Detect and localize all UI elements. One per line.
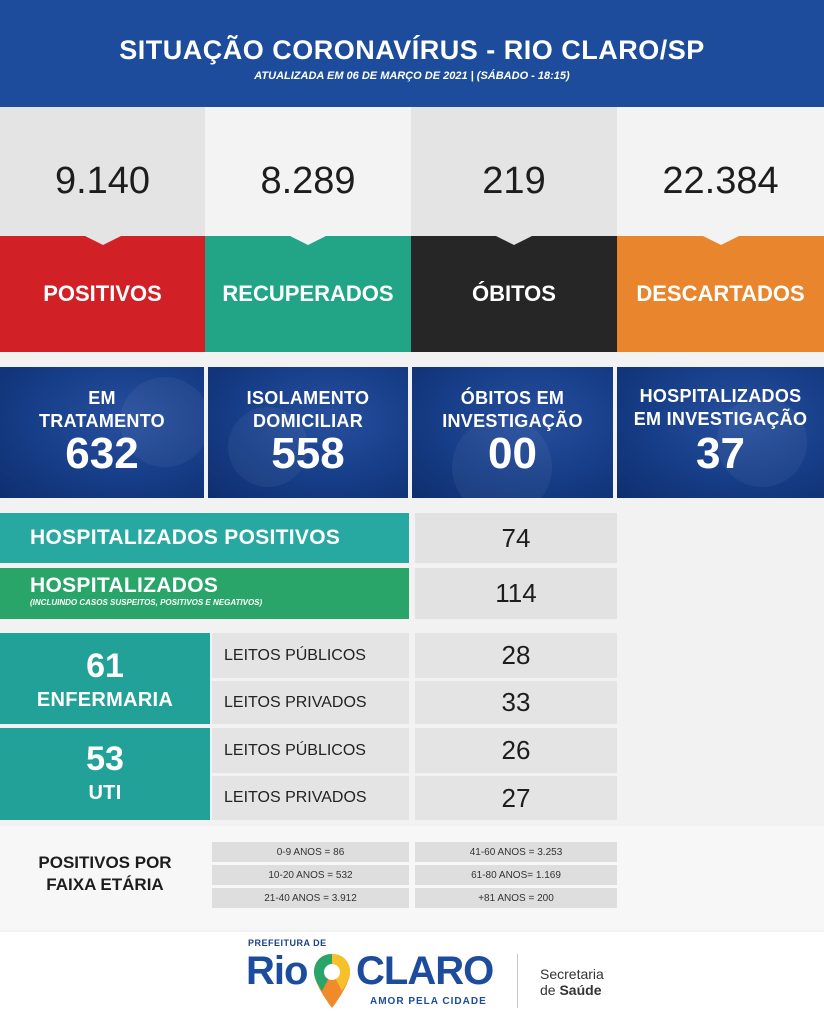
panel-label: HOSPITALIZADOS EM INVESTIGAÇÃO: [617, 385, 824, 431]
header: SITUAÇÃO CORONAVÍRUS - RIO CLARO/SP ATUA…: [0, 0, 824, 107]
hospitalizados-bar: HOSPITALIZADOS (INCLUINDO CASOS SUSPEITO…: [0, 568, 409, 619]
panel-value: 00: [488, 429, 537, 478]
virus-decoration: [717, 397, 807, 487]
secretaria-line1: Secretaria: [540, 966, 604, 982]
panel-value: 37: [696, 429, 745, 478]
panel-label-line1: ISOLAMENTO: [246, 388, 370, 408]
enfermaria-block: 61 ENFERMARIA: [0, 633, 210, 724]
age-cell: 21-40 ANOS = 3.912: [212, 888, 409, 908]
uti-leitos-privados-value: 27: [415, 776, 617, 820]
age-section: [0, 826, 824, 930]
age-title-line2: FAIXA ETÁRIA: [46, 875, 164, 894]
uti-total: 53: [86, 740, 124, 778]
logo-claro: CLARO: [356, 949, 494, 993]
stat-descartados-label-box: DESCARTADOS: [617, 235, 824, 352]
notch-shape: [494, 235, 534, 245]
stat-positivos-value: 9.140: [54, 160, 151, 202]
enfermaria-total: 61: [86, 647, 124, 685]
uti-leitos-publicos-label: LEITOS PÚBLICOS: [212, 728, 409, 773]
age-cell: 41-60 ANOS = 3.253: [415, 842, 617, 862]
stat-positivos-value-box: 9.140: [0, 107, 205, 236]
virus-decoration: [452, 417, 552, 498]
stat-obitos-value-box: 219: [411, 107, 617, 236]
age-cell: 0-9 ANOS = 86: [212, 842, 409, 862]
update-timestamp: ATUALIZADA EM 06 DE MARÇO DE 2021 | (SÁB…: [254, 70, 570, 82]
logo-rio: Rio: [246, 949, 308, 993]
stat-descartados-value: 22.384: [662, 160, 779, 202]
footer-divider: [517, 954, 518, 1008]
logo-pin-icon: [312, 952, 352, 1010]
notch-shape: [700, 235, 741, 245]
panel-isolamento-domiciliar: ISOLAMENTO DOMICILIAR 558: [208, 367, 408, 498]
secretaria-saude: Saúde: [559, 982, 602, 998]
panel-label-line2: TRATAMENTO: [39, 411, 165, 431]
age-title: POSITIVOS POR FAIXA ETÁRIA: [0, 852, 210, 896]
hospitalizados-value-box: 114: [415, 568, 617, 619]
logo-tagline: AMOR PELA CIDADE: [370, 996, 487, 1007]
stat-obitos-label: ÓBITOS: [472, 281, 556, 306]
virus-decoration: [120, 377, 204, 467]
enfermaria-leitos-privados-value: 33: [415, 681, 617, 724]
panel-hospitalizados-investigacao: HOSPITALIZADOS EM INVESTIGAÇÃO 37: [617, 367, 824, 498]
panel-label: EM TRATAMENTO: [0, 387, 204, 433]
stat-recuperados-value-box: 8.289: [205, 107, 411, 236]
panel-label-line1: HOSPITALIZADOS: [639, 386, 802, 406]
secretaria-line2: de Saúde: [540, 982, 604, 998]
hospitalizados-positivos-bar: HOSPITALIZADOS POSITIVOS: [0, 513, 409, 563]
uti-leitos-privados-label: LEITOS PRIVADOS: [212, 776, 409, 820]
enfermaria-leitos-publicos-value: 28: [415, 633, 617, 678]
footer: PREFEITURA DE Rio CLARO AMOR PELA CIDADE…: [0, 932, 824, 1024]
enfermaria-label: ENFERMARIA: [36, 689, 174, 711]
stat-positivos-label: POSITIVOS: [43, 281, 162, 306]
virus-decoration: [228, 407, 308, 487]
panel-label: ÓBITOS EM INVESTIGAÇÃO: [412, 387, 613, 433]
stat-descartados-value-box: 22.384: [617, 107, 824, 236]
hospitalizados-positivos-label: HOSPITALIZADOS POSITIVOS: [30, 526, 341, 549]
prefeitura-label: PREFEITURA DE: [248, 938, 327, 948]
stat-recuperados-label-box: RECUPERADOS: [205, 235, 411, 352]
hospitalizados-value: 114: [495, 578, 537, 608]
hospitalizados-positivos-value-box: 74: [415, 513, 617, 563]
notch-shape: [82, 235, 123, 245]
age-title-line1: POSITIVOS POR: [38, 853, 172, 872]
stat-obitos-value: 219: [482, 160, 546, 202]
age-cell: +81 ANOS = 200: [415, 888, 617, 908]
hospitalizados-positivos-value: 74: [501, 522, 531, 553]
stat-recuperados-label: RECUPERADOS: [222, 281, 394, 306]
secretaria-label: Secretaria de Saúde: [540, 966, 604, 998]
age-cell: 10-20 ANOS = 532: [212, 865, 409, 885]
page-title: SITUAÇÃO CORONAVÍRUS - RIO CLARO/SP: [119, 35, 705, 65]
panel-label-line2: INVESTIGAÇÃO: [442, 411, 583, 431]
enfermaria-leitos-privados-label: LEITOS PRIVADOS: [212, 681, 409, 724]
panel-label-line2: DOMICILIAR: [253, 411, 363, 431]
panel-label-line2: EM INVESTIGAÇÃO: [633, 409, 808, 429]
panel-label-line1: EM: [88, 388, 116, 408]
uti-label: UTI: [88, 782, 122, 804]
panel-label-line1: ÓBITOS EM: [460, 388, 565, 408]
uti-leitos-publicos-value: 26: [415, 728, 617, 773]
secretaria-de: de: [540, 982, 556, 998]
age-cell: 61-80 ANOS= 1.169: [415, 865, 617, 885]
stat-obitos-label-box: ÓBITOS: [411, 235, 617, 352]
uti-block: 53 UTI: [0, 728, 210, 820]
hospitalizados-note: (INCLUINDO CASOS SUSPEITOS, POSITIVOS E …: [30, 598, 263, 607]
stat-positivos-label-box: POSITIVOS: [0, 235, 205, 352]
panel-em-tratamento: EM TRATAMENTO 632: [0, 367, 204, 498]
stat-descartados-label: DESCARTADOS: [636, 281, 805, 306]
hospitalizados-label: HOSPITALIZADOS: [30, 574, 219, 597]
panel-value: 558: [271, 429, 345, 478]
panel-label: ISOLAMENTO DOMICILIAR: [208, 387, 408, 433]
notch-shape: [288, 235, 328, 245]
stat-recuperados-value: 8.289: [260, 160, 356, 202]
panel-obitos-investigacao: ÓBITOS EM INVESTIGAÇÃO 00: [412, 367, 613, 498]
enfermaria-leitos-publicos-label: LEITOS PÚBLICOS: [212, 633, 409, 678]
panel-value: 632: [65, 429, 139, 478]
